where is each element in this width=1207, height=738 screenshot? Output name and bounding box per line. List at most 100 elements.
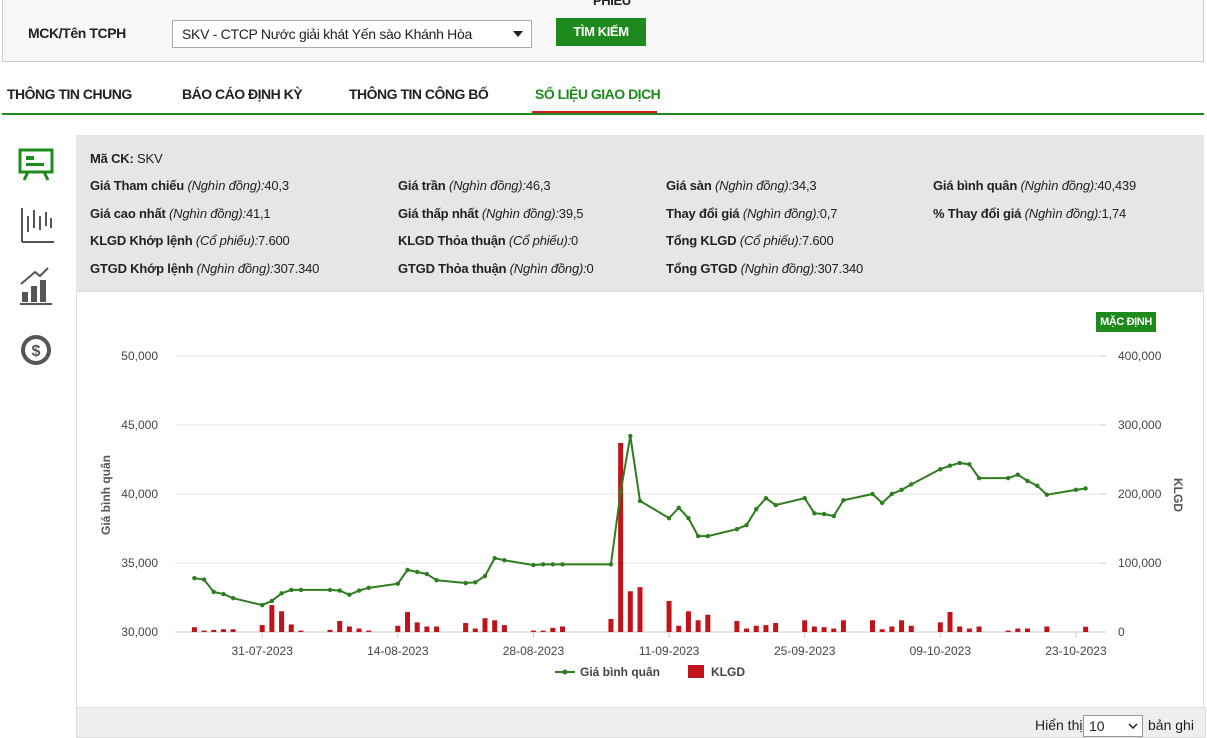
volume-bar <box>821 627 827 632</box>
price-point <box>356 588 362 593</box>
volume-bar <box>463 623 469 632</box>
icon-candles[interactable] <box>21 208 54 243</box>
y2-tick-label: 400,000 <box>1118 349 1162 363</box>
volume-bar <box>472 628 478 632</box>
price-point <box>473 580 478 585</box>
info-item: Thay đổi giá (Nghìn đồng):0,7 <box>666 206 837 221</box>
volume-bar <box>608 618 614 632</box>
price-line <box>194 435 1086 607</box>
price-point <box>1025 478 1030 484</box>
volume-bar <box>560 626 565 632</box>
volume-bar <box>220 629 226 632</box>
info-label: Giá cao nhất <box>90 206 166 221</box>
footer: Hiển thị 10 bản ghi <box>76 707 1206 738</box>
volume-bar <box>666 600 672 632</box>
price-point <box>802 495 807 501</box>
price-point <box>821 511 827 517</box>
volume-bar <box>414 622 420 632</box>
icon-growth[interactable] <box>20 267 52 305</box>
info-value: 307.340 <box>273 261 320 276</box>
stock-select[interactable]: SKV - CTCP Nước giải khát Yến sào Khánh … <box>172 20 532 48</box>
info-label: Giá bình quân <box>933 178 1018 193</box>
volume-bar <box>899 620 905 632</box>
info-unit: (Nghìn đồng): <box>1020 178 1098 193</box>
price-point <box>637 498 643 504</box>
legend-dot <box>562 669 568 675</box>
tab-divider <box>2 113 1204 115</box>
price-point <box>560 562 565 567</box>
volume-bar <box>501 625 507 632</box>
price-point <box>1083 486 1088 491</box>
price-point <box>763 495 769 501</box>
volume-bar <box>966 628 972 632</box>
y-tick-label: 50,000 <box>121 349 158 363</box>
info-unit: (Cổ phiếu): <box>508 233 572 248</box>
search-button[interactable]: TÌM KIẾM <box>556 18 646 46</box>
heading: PHIẾU <box>593 0 631 8</box>
tab[interactable]: THÔNG TIN CHUNG <box>7 86 132 102</box>
legend-label: Giá bình quân <box>580 665 660 679</box>
y-tick-label: 45,000 <box>121 418 158 432</box>
tab-underline <box>532 111 657 114</box>
info-label: KLGD Khớp lệnh <box>90 233 193 248</box>
tab[interactable]: THÔNG TIN CÔNG BỐ <box>349 86 489 102</box>
info-value: 307.340 <box>817 261 864 276</box>
volume-bar <box>705 614 711 632</box>
price-point <box>269 598 275 604</box>
info-unit: (Nghìn đồng): <box>169 206 246 221</box>
info-label: GTGD Khớp lệnh <box>90 261 194 276</box>
y2-axis-label: KLGD <box>1171 478 1185 512</box>
price-point <box>1044 492 1050 497</box>
price-point <box>230 595 236 601</box>
price-point <box>395 581 401 586</box>
price-point <box>289 587 294 593</box>
info-item: % Thay đổi giá (Nghìn đồng):1,74 <box>933 206 1126 221</box>
page-size-select[interactable]: 10 <box>1083 715 1143 737</box>
tab[interactable]: BÁO CÁO ĐỊNH KỲ <box>182 86 303 102</box>
y-tick-label: 35,000 <box>121 556 158 570</box>
page-size: 10 <box>1089 718 1105 734</box>
volume-bar <box>695 620 701 632</box>
price-point <box>482 573 488 579</box>
volume-bar <box>937 622 943 632</box>
info-unit: (Nghìn đồng): <box>187 178 265 193</box>
volume-bar <box>530 630 536 632</box>
price-point <box>492 555 497 561</box>
volume-bar <box>744 628 750 632</box>
price-point <box>211 589 216 595</box>
price-point <box>676 505 681 510</box>
icon-money[interactable]: $ <box>21 335 51 365</box>
volume-bar <box>259 625 265 632</box>
volume-bar <box>550 627 556 632</box>
price-point <box>734 526 740 532</box>
tab[interactable]: SỐ LIỆU GIAO DỊCH <box>535 86 661 102</box>
price-point <box>531 562 536 568</box>
volume-bar <box>424 626 430 632</box>
volume-bar <box>288 624 294 632</box>
volume-bar <box>627 591 633 632</box>
price-point <box>909 482 914 487</box>
volume-bar <box>763 625 769 632</box>
info-value: 7.600 <box>801 233 834 248</box>
price-point <box>347 592 352 597</box>
price-point <box>1034 483 1040 488</box>
volume-bar <box>637 587 643 632</box>
info-item: Giá bình quân (Nghìn đồng):40,439 <box>933 178 1136 193</box>
icon-overview[interactable] <box>18 148 54 181</box>
volume-bar <box>1015 628 1021 632</box>
info-unit: (Nghìn đồng): <box>509 261 587 276</box>
price-point <box>279 591 284 596</box>
price-point <box>405 567 410 573</box>
default-button[interactable]: MẶC ĐỊNH <box>1096 312 1156 332</box>
volume-bar <box>676 625 682 632</box>
info-label: Giá thấp nhất <box>398 206 479 221</box>
price-point <box>463 580 468 586</box>
price-point <box>628 433 633 439</box>
volume-bar <box>356 628 362 632</box>
volume-bar <box>889 626 895 632</box>
volume-bar <box>1044 626 1050 632</box>
price-point <box>1073 487 1079 493</box>
price-point <box>744 522 749 528</box>
volume-bar <box>346 626 352 632</box>
info-unit: (Cổ phiếu): <box>739 233 802 248</box>
